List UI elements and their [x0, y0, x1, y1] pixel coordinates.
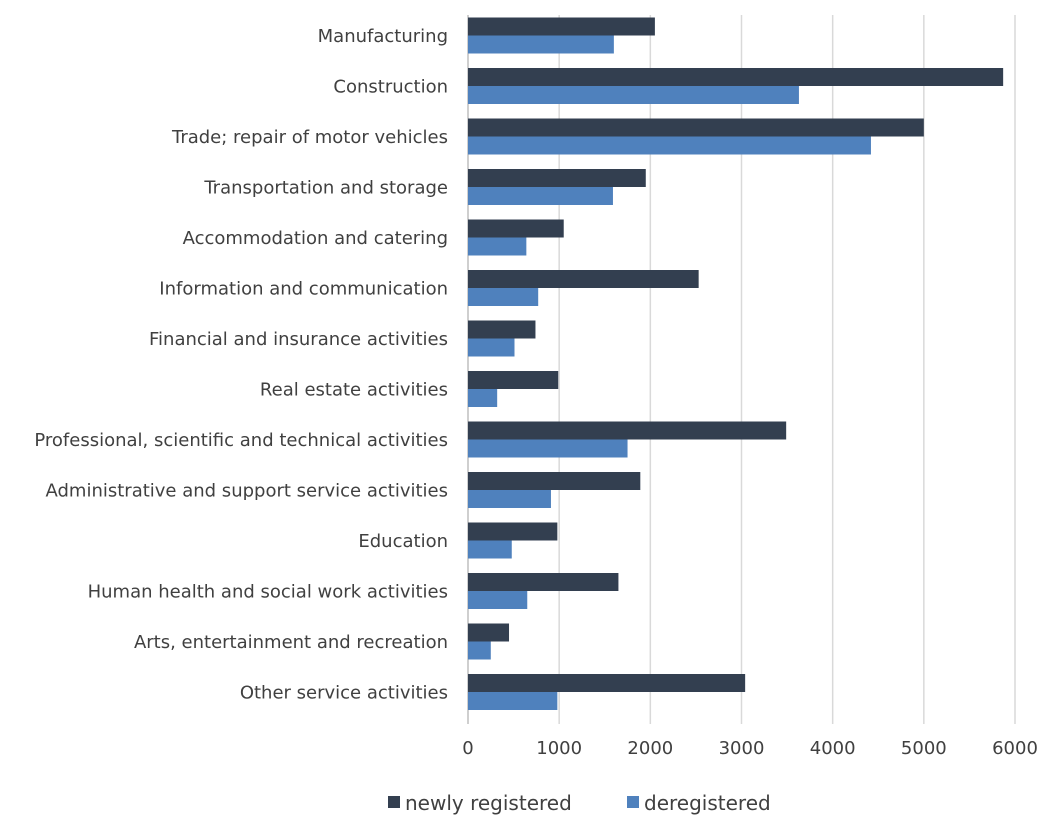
legend-swatch-deregistered — [627, 796, 639, 808]
bar-deregistered-trade-repair-of-motor-vehicles — [468, 136, 871, 155]
category-label-professional-scientific-and-technical-activities: Professional, scientific and technical a… — [34, 430, 448, 451]
x-tick-label-0: 0 — [462, 738, 473, 759]
category-label-education: Education — [358, 531, 448, 552]
bar-deregistered-accommodation-and-catering — [468, 237, 527, 256]
bar-newly-registered-education — [468, 522, 558, 541]
x-tick-label-1000: 1000 — [536, 738, 582, 759]
category-label-administrative-and-support-service-activities: Administrative and support service activ… — [45, 481, 448, 502]
bar-deregistered-education — [468, 540, 512, 559]
bar-deregistered-information-and-communication — [468, 288, 539, 306]
bar-newly-registered-professional-scientific-and-technical-activities — [468, 421, 787, 440]
bars — [468, 17, 1004, 710]
legend-label-deregistered: deregistered — [644, 791, 771, 815]
bar-deregistered-other-service-activities — [468, 692, 558, 710]
category-label-human-health-and-social-work-activities: Human health and social work activities — [88, 582, 448, 603]
x-tick-label-4000: 4000 — [810, 738, 856, 759]
x-tick-label-3000: 3000 — [719, 738, 765, 759]
category-label-real-estate-activities: Real estate activities — [260, 380, 448, 401]
category-label-transportation-and-storage: Transportation and storage — [203, 178, 448, 199]
bar-deregistered-financial-and-insurance-activities — [468, 338, 515, 357]
x-tick-label-6000: 6000 — [992, 738, 1038, 759]
x-tick-label-5000: 5000 — [901, 738, 947, 759]
legend: newly registered deregistered — [388, 791, 771, 815]
bar-deregistered-arts-entertainment-and-recreation — [468, 641, 491, 660]
legend-label-newly-registered: newly registered — [405, 791, 572, 815]
bar-newly-registered-administrative-and-support-service-activities — [468, 472, 641, 490]
legend-swatch-newly-registered — [388, 796, 400, 808]
bar-deregistered-manufacturing — [468, 35, 614, 54]
bar-newly-registered-human-health-and-social-work-activities — [468, 573, 619, 591]
bar-newly-registered-other-service-activities — [468, 674, 746, 692]
bar-deregistered-professional-scientific-and-technical-activities — [468, 439, 628, 458]
category-label-financial-and-insurance-activities: Financial and insurance activities — [149, 329, 448, 350]
bar-deregistered-real-estate-activities — [468, 389, 498, 407]
bar-newly-registered-transportation-and-storage — [468, 169, 646, 187]
bar-deregistered-administrative-and-support-service-activities — [468, 490, 551, 508]
bar-deregistered-construction — [468, 86, 799, 104]
bar-newly-registered-real-estate-activities — [468, 371, 559, 389]
x-tick-label-2000: 2000 — [627, 738, 673, 759]
bar-deregistered-human-health-and-social-work-activities — [468, 591, 528, 609]
category-labels: Manufacturing Construction Trade; repair o… — [34, 26, 448, 704]
bar-newly-registered-manufacturing — [468, 17, 655, 36]
bar-newly-registered-construction — [468, 68, 1004, 86]
category-label-accommodation-and-catering: Accommodation and catering — [183, 228, 448, 249]
category-label-arts-entertainment-and-recreation: Arts, entertainment and recreation — [134, 632, 448, 653]
bar-newly-registered-financial-and-insurance-activities — [468, 320, 536, 339]
category-label-trade-repair-of-motor-vehicles: Trade; repair of motor vehicles — [171, 127, 448, 148]
x-tick-labels: 0 1000 2000 3000 4000 5000 6000 — [462, 738, 1038, 759]
category-label-other-service-activities: Other service activities — [240, 683, 448, 704]
category-label-information-and-communication: Information and communication — [159, 279, 448, 300]
bar-newly-registered-trade-repair-of-motor-vehicles — [468, 118, 924, 137]
bar-newly-registered-information-and-communication — [468, 270, 699, 288]
bar-newly-registered-accommodation-and-catering — [468, 219, 564, 238]
bar-newly-registered-arts-entertainment-and-recreation — [468, 623, 510, 642]
category-label-manufacturing: Manufacturing — [318, 26, 448, 47]
bar-deregistered-transportation-and-storage — [468, 187, 613, 205]
category-label-construction: Construction — [333, 77, 448, 98]
